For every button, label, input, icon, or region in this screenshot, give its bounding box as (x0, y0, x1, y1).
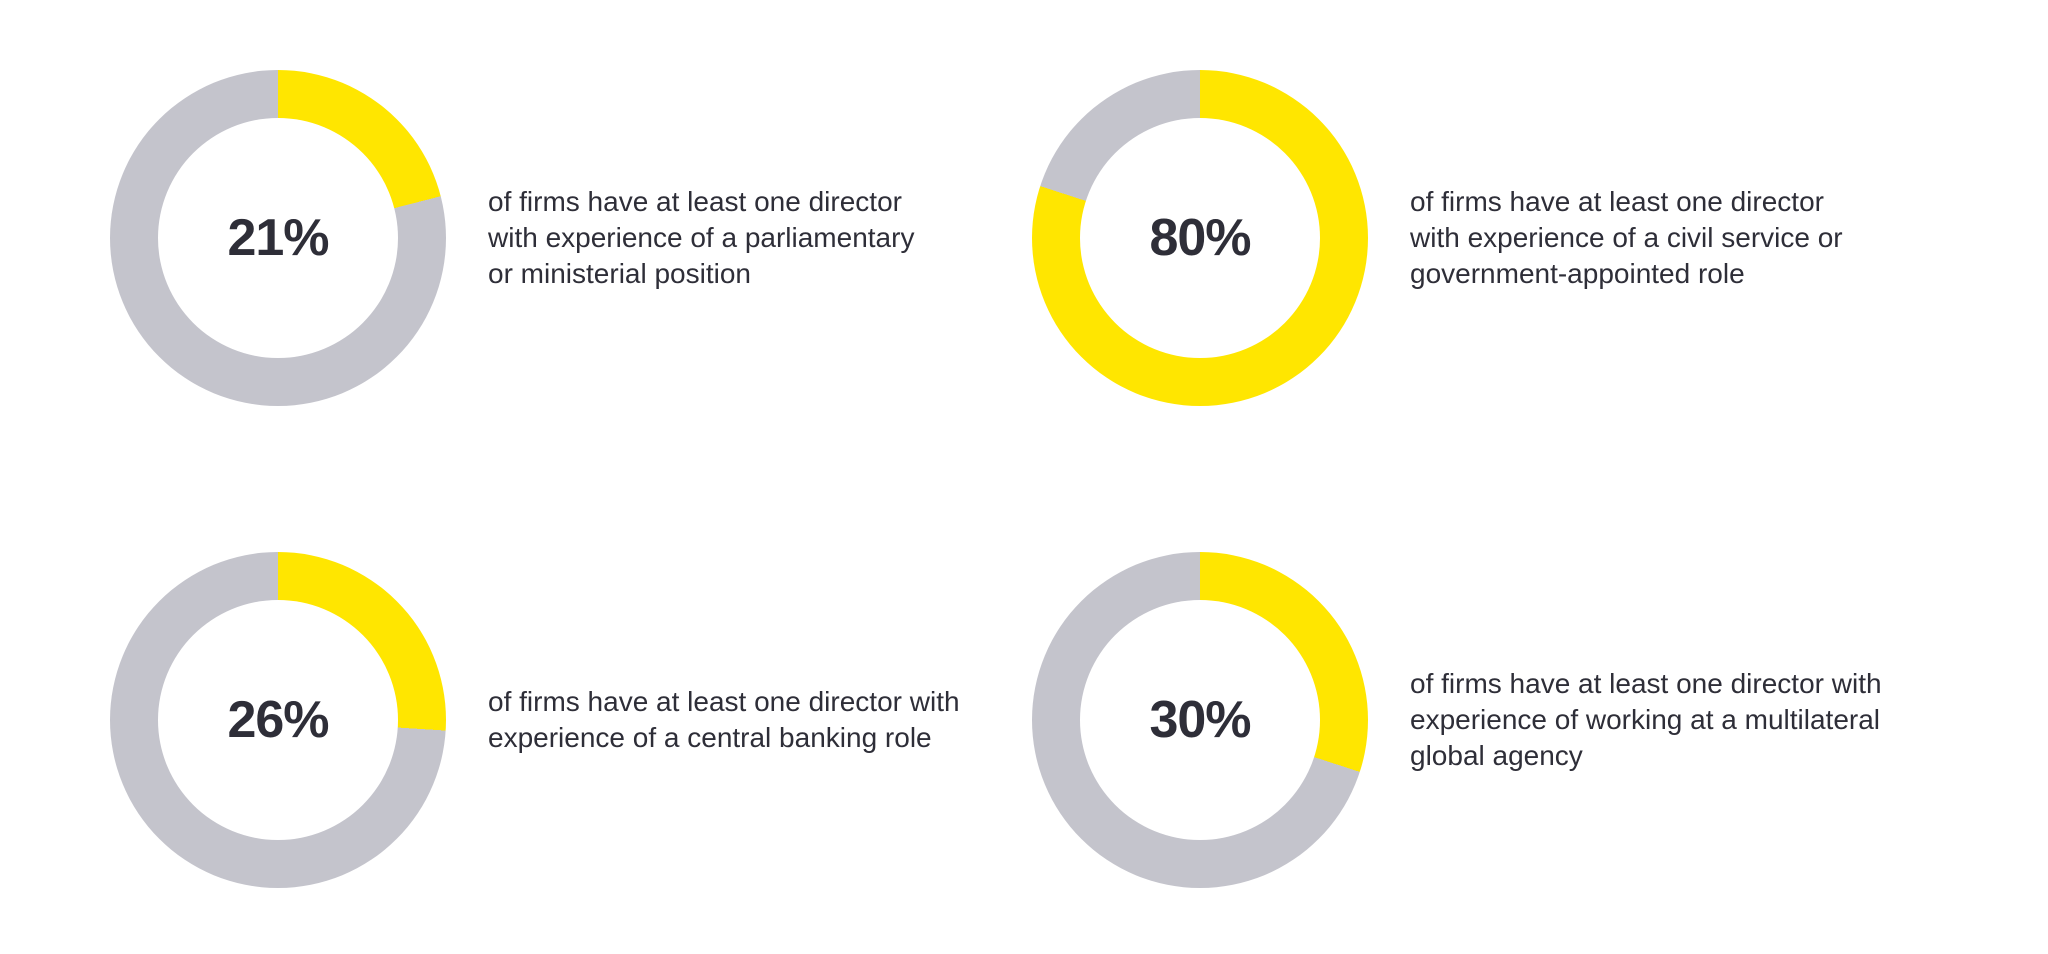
stat-description: of firms have at least one director with… (1410, 668, 1882, 771)
stat-item-parliamentary: 21% of firms have at least one director … (110, 70, 1088, 406)
stat-description: of firms have at least one director with… (1410, 186, 1843, 289)
stat-item-civil-service: 80% of firms have at least one director … (1032, 70, 2010, 406)
donut-chart-civil-service: 80% (1032, 70, 1368, 406)
donut-hole: 21% (158, 118, 398, 358)
stat-description: of firms have at least one director with… (488, 686, 960, 753)
percent-label: 30% (1149, 691, 1251, 749)
percent-label: 80% (1149, 209, 1251, 267)
donut-chart-parliamentary: 21% (110, 70, 446, 406)
stat-item-multilateral-agency: 30% of firms have at least one director … (1032, 552, 2010, 888)
donut-hole: 80% (1080, 118, 1320, 358)
donut-hole: 26% (158, 600, 398, 840)
donut-chart-central-banking: 26% (110, 552, 446, 888)
stat-item-central-banking: 26% of firms have at least one director … (110, 552, 1088, 888)
donut-hole: 30% (1080, 600, 1320, 840)
donut-chart-multilateral-agency: 30% (1032, 552, 1368, 888)
percent-label: 21% (227, 209, 329, 267)
percent-label: 26% (227, 691, 329, 749)
stat-description: of firms have at least one director with… (488, 186, 915, 289)
